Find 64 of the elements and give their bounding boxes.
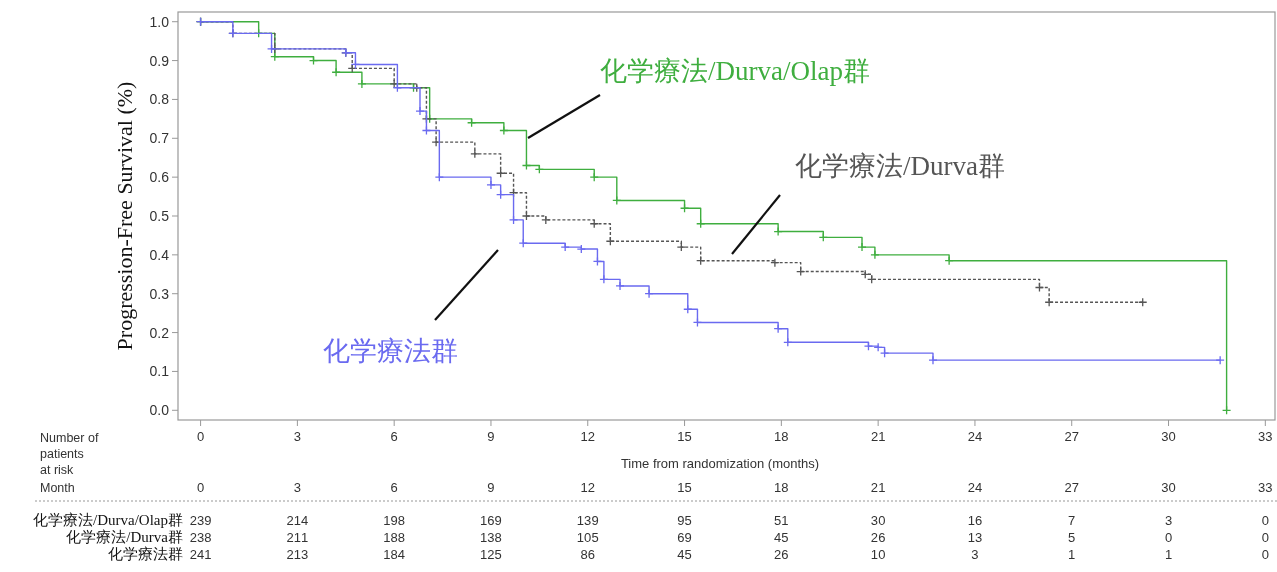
x-tick-label: 12 bbox=[580, 429, 595, 444]
point bbox=[576, 244, 586, 254]
point bbox=[521, 211, 532, 221]
point bbox=[944, 256, 954, 266]
x-tick-label: 15 bbox=[677, 429, 692, 444]
text: 化学療法群 bbox=[108, 546, 183, 562]
x-tick-label: 9 bbox=[487, 429, 495, 444]
point bbox=[773, 226, 783, 237]
y-tick-label: 0.5 bbox=[149, 208, 170, 224]
y-tick-label: 0.3 bbox=[149, 285, 170, 302]
x-tick-label: 30 bbox=[1161, 429, 1176, 444]
point bbox=[331, 67, 341, 77]
y-tick-label: 0.6 bbox=[149, 169, 170, 186]
y-tick-label: 0.8 bbox=[149, 91, 170, 108]
x-tick-label: 21 bbox=[870, 429, 886, 444]
point bbox=[486, 180, 496, 190]
point bbox=[1044, 297, 1054, 307]
point bbox=[644, 289, 654, 299]
point bbox=[389, 79, 399, 89]
y-tick-label: 0.9 bbox=[149, 52, 170, 69]
at-risk-row: 239 214 198 169 139 95 51 30 16 7 3 0 bbox=[189, 513, 1269, 528]
point bbox=[928, 355, 938, 365]
text: 化学療法/Durva/Olap群 bbox=[33, 512, 183, 528]
point bbox=[770, 257, 780, 268]
x-tick-label: 0 bbox=[196, 429, 205, 444]
x-tick-label: 6 bbox=[390, 429, 398, 444]
x-tick-label: 24 bbox=[967, 429, 983, 444]
point bbox=[560, 242, 570, 252]
x-tick-label: 3 bbox=[293, 429, 301, 444]
y-tick-label: 0.7 bbox=[149, 130, 170, 147]
at-risk-row: 241 213 184 125 86 45 26 10 3 1 1 0 bbox=[189, 547, 1269, 562]
y-tick-label: 0.2 bbox=[149, 324, 170, 341]
point bbox=[431, 137, 441, 147]
at-risk-row: 0 3 6 9 12 15 18 21 24 27 30 33 bbox=[196, 480, 1273, 495]
point bbox=[541, 215, 551, 225]
point bbox=[773, 324, 783, 334]
point bbox=[508, 215, 519, 225]
point bbox=[615, 281, 625, 291]
y-tick-label: 0.0 bbox=[149, 402, 170, 419]
point bbox=[599, 274, 609, 284]
x-axis-title: Time from randomization (months) bbox=[620, 456, 820, 471]
point bbox=[857, 242, 867, 252]
text: 化学療法/Durva群 bbox=[66, 529, 183, 545]
y-tick-label: 0.4 bbox=[149, 246, 170, 263]
point bbox=[434, 172, 444, 182]
point bbox=[415, 106, 425, 116]
x-tick-label: 33 bbox=[1258, 429, 1273, 444]
text: 化学療法群 bbox=[322, 336, 458, 366]
at-risk-row: 238 211 188 138 105 69 45 26 13 5 0 0 bbox=[189, 530, 1269, 545]
point bbox=[676, 242, 686, 252]
x-tick-label: 18 bbox=[774, 429, 789, 444]
x-tick-label: 27 bbox=[1064, 429, 1079, 444]
point bbox=[357, 79, 367, 89]
point bbox=[870, 250, 880, 260]
y-tick-label: 0.1 bbox=[149, 363, 170, 380]
point bbox=[589, 172, 599, 182]
text: 化学療法/Durva群 bbox=[795, 151, 1005, 181]
text: Number of patients at risk bbox=[40, 431, 99, 477]
y-axis-title: Progression-Free Survival (%) bbox=[112, 81, 137, 351]
point bbox=[266, 44, 277, 54]
point bbox=[499, 125, 509, 136]
text: Month bbox=[40, 481, 75, 495]
text: 化学療法/Durva/Olap群 bbox=[600, 56, 870, 86]
y-tick-label: 1.0 bbox=[149, 13, 170, 30]
